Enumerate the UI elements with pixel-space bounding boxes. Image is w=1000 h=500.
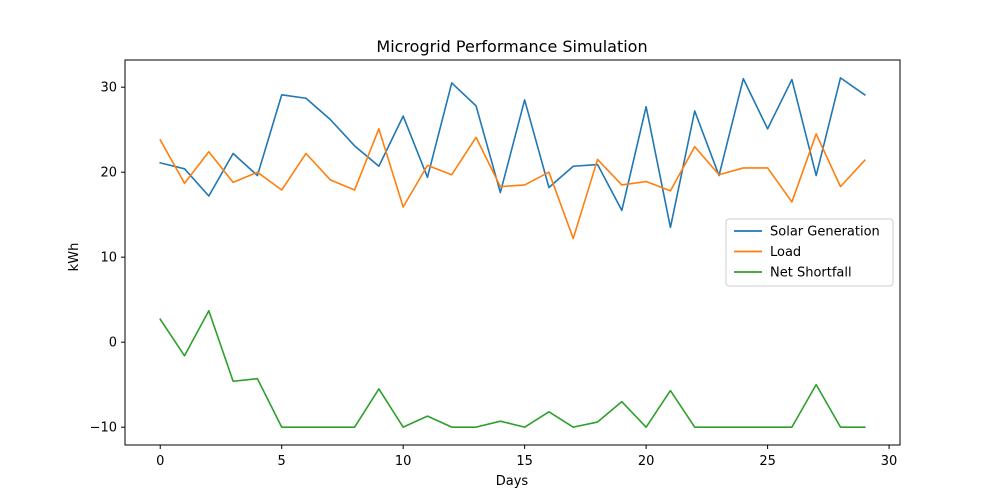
y-tick-label: −10: [90, 421, 117, 436]
x-tick-label: 0: [156, 454, 164, 469]
series-line-net-shortfall: [159, 309, 866, 428]
x-tick-label: 20: [638, 454, 655, 469]
x-tick-label: 10: [395, 454, 412, 469]
legend-label-solar-generation: Solar Generation: [770, 225, 880, 240]
axes: 0 5 10 15 20 25 30 −10 0 10 20 30: [90, 59, 901, 469]
y-axis-label: kWh: [67, 243, 82, 272]
y-tick-label: 20: [100, 166, 117, 181]
legend-label-net-shortfall: Net Shortfall: [770, 266, 852, 281]
y-tick-label: 0: [109, 336, 117, 351]
chart-title: Microgrid Performance Simulation: [376, 37, 647, 56]
legend: Solar Generation Load Net Shortfall: [725, 218, 894, 287]
x-tick-label: 30: [881, 454, 898, 469]
axes-frame: [124, 59, 901, 446]
y-tick-label: 30: [100, 81, 117, 96]
legend-label-load: Load: [770, 245, 801, 260]
x-tick-label: 25: [759, 454, 776, 469]
series-line-solar-generation: [159, 77, 866, 229]
y-tick-label: 10: [100, 251, 117, 266]
legend-box: [725, 218, 894, 287]
x-tick-label: 5: [278, 454, 286, 469]
series-line-load: [159, 128, 866, 240]
x-axis-label: Days: [496, 474, 529, 489]
x-tick-label: 15: [516, 454, 533, 469]
plot-area: [159, 77, 866, 428]
